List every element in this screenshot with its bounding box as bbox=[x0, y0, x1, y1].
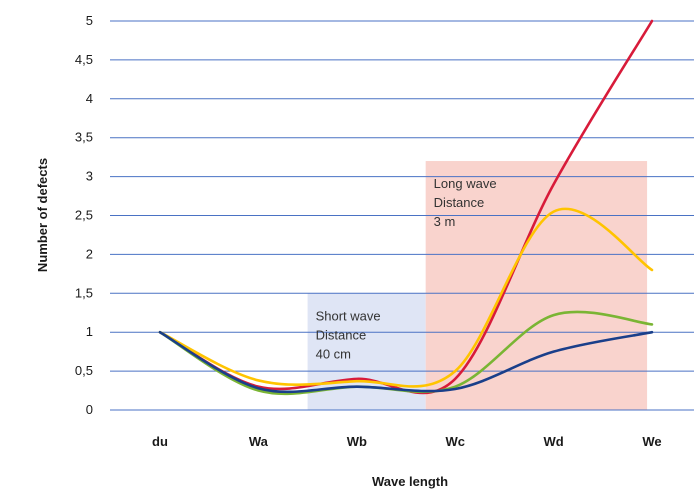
series-line-1 bbox=[158, 207, 654, 388]
x-tick-label: We bbox=[642, 434, 661, 449]
x-tick-label: Wc bbox=[445, 434, 465, 449]
y-tick-label: 4,5 bbox=[75, 52, 93, 67]
y-tick-label: 4 bbox=[86, 91, 93, 106]
x-tick-label: du bbox=[152, 434, 168, 449]
y-tick-label: 1 bbox=[86, 324, 93, 339]
x-tick-label: Wd bbox=[543, 434, 563, 449]
grid-lines bbox=[110, 20, 694, 411]
series-lines bbox=[158, 19, 654, 396]
region-annotation-line: 40 cm bbox=[316, 346, 351, 361]
x-tick-label: Wa bbox=[249, 434, 269, 449]
y-tick-label: 3,5 bbox=[75, 130, 93, 145]
y-tick-label: 0,5 bbox=[75, 363, 93, 378]
region-annotation-line: Distance bbox=[434, 195, 485, 210]
x-tick-label: Wb bbox=[347, 434, 367, 449]
region-annotation-line: Long wave bbox=[434, 176, 497, 191]
y-tick-label: 1,5 bbox=[75, 285, 93, 300]
y-axis-ticks: 0 0,5 1 1,5 2 2,5 3 3,5 4 4,5 5 bbox=[75, 13, 93, 417]
y-tick-label: 3 bbox=[86, 169, 93, 184]
x-axis-title: Wave length bbox=[372, 474, 448, 489]
y-axis-title: Number of defects bbox=[35, 158, 50, 272]
y-tick-label: 2,5 bbox=[75, 208, 93, 223]
region-annotation-line: Distance bbox=[316, 327, 367, 342]
x-axis-ticks: du Wa Wb Wc Wd We bbox=[152, 434, 662, 449]
y-tick-label: 0 bbox=[86, 402, 93, 417]
region-annotation-line: Short wave bbox=[316, 308, 381, 323]
region-annotations: Short wave Distance 40 cm Long wave Distance… bbox=[316, 176, 497, 361]
series-line-3 bbox=[158, 330, 654, 394]
y-tick-label: 2 bbox=[86, 246, 93, 261]
region-annotation-line: 3 m bbox=[434, 214, 456, 229]
y-tick-label: 5 bbox=[86, 13, 93, 28]
